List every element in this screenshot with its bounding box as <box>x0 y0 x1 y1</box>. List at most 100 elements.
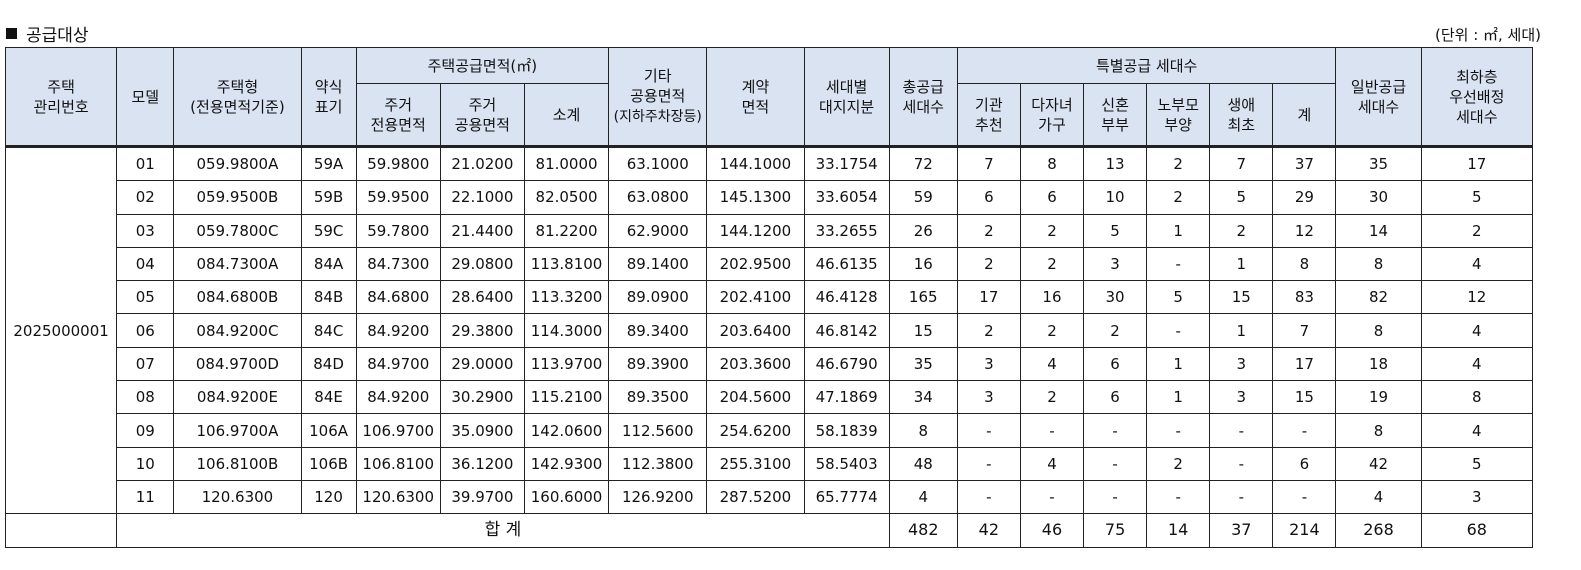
cell-other: 89.0900 <box>608 280 708 315</box>
cell-newly: - <box>1083 413 1148 448</box>
cell-subtotal: 142.9300 <box>523 446 610 481</box>
table-row: 03 059.7800C 59C 59.7800 21.4400 81.2200 62.90… <box>6 213 1534 248</box>
totals-blank-cell <box>4 513 118 548</box>
cell-other: 89.3900 <box>608 346 708 382</box>
header-multi-child: 다자녀 가구 <box>1019 83 1085 148</box>
cell-type: 059.7800C <box>173 213 302 248</box>
cell-sum: 7 <box>1272 313 1337 348</box>
table-row: 06 084.9200C 84C 84.9200 29.3800 114.3000 89.3… <box>6 313 1534 348</box>
cell-other: 63.1000 <box>608 145 708 182</box>
cell-total: 59 <box>888 180 958 215</box>
cell-first: 2 <box>1209 213 1274 248</box>
cell-subtotal: 113.3200 <box>523 280 610 315</box>
cell-lowest: 3 <box>1420 479 1534 515</box>
cell-sum: 83 <box>1272 280 1337 315</box>
cell-abbr: 84A <box>300 246 357 282</box>
cell-subtotal: 160.6000 <box>523 479 610 515</box>
cell-general: 82 <box>1335 280 1422 315</box>
cell-multi: 2 <box>1019 213 1085 248</box>
cell-newly: 6 <box>1083 346 1148 382</box>
cell-subtotal: 113.8100 <box>523 246 610 282</box>
cell-other: 63.0800 <box>608 180 708 215</box>
table-row: 02 059.9500B 59B 59.9500 22.1000 82.0500 63.08… <box>6 180 1534 215</box>
cell-lowest: 4 <box>1420 313 1534 348</box>
cell-type: 084.9200C <box>173 313 302 348</box>
header-house-type: 주택형 (전용면적기준) <box>173 47 302 148</box>
cell-model: 03 <box>116 213 175 248</box>
cell-general: 4 <box>1335 479 1422 515</box>
section-title-text: 공급대상 <box>26 25 89 46</box>
cell-lowest: 5 <box>1420 446 1534 481</box>
cell-common: 28.6400 <box>439 280 525 315</box>
cell-lowest: 12 <box>1420 280 1534 315</box>
cell-sum: 37 <box>1272 145 1337 182</box>
cell-model: 08 <box>116 380 175 415</box>
cell-land: 46.6135 <box>803 246 890 282</box>
cell-elder: - <box>1146 246 1211 282</box>
cell-newly: 6 <box>1083 380 1148 415</box>
cell-other: 89.3400 <box>608 313 708 348</box>
cell-inst: 3 <box>956 346 1021 382</box>
cell-newly: 10 <box>1083 180 1148 215</box>
total-cell-sum: 214 <box>1272 513 1337 548</box>
cell-model: 10 <box>116 446 175 481</box>
cell-excl: 84.9200 <box>355 380 441 415</box>
cell-first: 3 <box>1209 346 1274 382</box>
cell-general: 8 <box>1335 413 1422 448</box>
cell-land: 46.6790 <box>803 346 890 382</box>
cell-excl: 106.8100 <box>355 446 441 481</box>
header-house-mgmt-no: 주택 관리번호 <box>4 47 118 148</box>
cell-excl: 84.9200 <box>355 313 441 348</box>
cell-abbr: 59A <box>300 145 357 182</box>
cell-total: 35 <box>888 346 958 382</box>
table-row: 04 084.7300A 84A 84.7300 29.0800 113.8100 89.1… <box>6 246 1534 282</box>
header-sum: 계 <box>1272 83 1337 148</box>
cell-multi: 16 <box>1019 280 1085 315</box>
table-row: 07 084.9700D 84D 84.9700 29.0000 113.9700 89.3… <box>6 346 1534 382</box>
cell-elder: 2 <box>1146 446 1211 481</box>
cell-first: 15 <box>1209 280 1274 315</box>
cell-abbr: 120 <box>300 479 357 515</box>
cell-land: 46.4128 <box>803 280 890 315</box>
cell-inst: 6 <box>956 180 1021 215</box>
cell-elder: 1 <box>1146 346 1211 382</box>
cell-type: 084.6800B <box>173 280 302 315</box>
cell-inst: - <box>956 446 1021 481</box>
cell-contract: 255.3100 <box>706 446 805 481</box>
cell-newly: 30 <box>1083 280 1148 315</box>
cell-type: 059.9800A <box>173 145 302 182</box>
cell-type: 084.9200E <box>173 380 302 415</box>
header-total-supply: 총공급 세대수 <box>888 47 958 148</box>
cell-first: 1 <box>1209 313 1274 348</box>
cell-elder: - <box>1146 479 1211 515</box>
cell-general: 35 <box>1335 145 1422 182</box>
cell-excl: 106.9700 <box>355 413 441 448</box>
cell-subtotal: 113.9700 <box>523 346 610 382</box>
cell-newly: 2 <box>1083 313 1148 348</box>
cell-land: 33.2655 <box>803 213 890 248</box>
cell-other: 89.1400 <box>608 246 708 282</box>
cell-type: 120.6300 <box>173 479 302 515</box>
cell-subtotal: 114.3000 <box>523 313 610 348</box>
cell-other: 126.9200 <box>608 479 708 515</box>
cell-total: 165 <box>888 280 958 315</box>
header-first-time: 생애 최초 <box>1209 83 1274 148</box>
cell-sum: 8 <box>1272 246 1337 282</box>
cell-inst: - <box>956 413 1021 448</box>
cell-subtotal: 81.0000 <box>523 145 610 182</box>
cell-first: 1 <box>1209 246 1274 282</box>
cell-lowest: 5 <box>1420 180 1534 215</box>
cell-model: 09 <box>116 413 175 448</box>
totals-label: 합 계 <box>116 513 890 548</box>
cell-general: 19 <box>1335 380 1422 415</box>
cell-multi: 4 <box>1019 446 1085 481</box>
cell-first: - <box>1209 413 1274 448</box>
cell-contract: 202.4100 <box>706 280 805 315</box>
cell-abbr: 84B <box>300 280 357 315</box>
cell-model: 05 <box>116 280 175 315</box>
cell-elder: 2 <box>1146 145 1211 182</box>
cell-multi: - <box>1019 413 1085 448</box>
cell-subtotal: 142.0600 <box>523 413 610 448</box>
cell-first: - <box>1209 446 1274 481</box>
cell-abbr: 84C <box>300 313 357 348</box>
